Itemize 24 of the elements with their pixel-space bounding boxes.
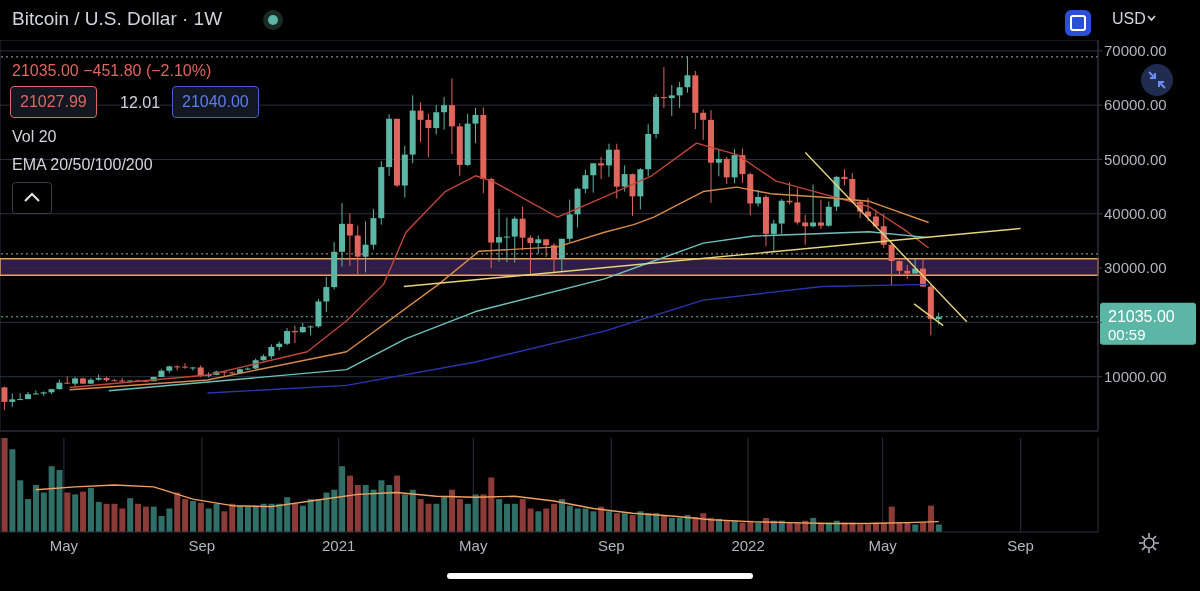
ref-line-label: 21035.00 xyxy=(1108,307,1175,325)
text: USD xyxy=(1112,10,1146,28)
annotation: 21027.99 xyxy=(10,86,97,118)
chart-title: Bitcoin / U.S. Dollar · 1W xyxy=(12,8,223,30)
y-tick-label: 10000.00 xyxy=(1104,368,1167,386)
x-tick-label: Sep xyxy=(188,536,216,554)
x-tick-label: Sep xyxy=(597,536,625,554)
x-tick-label: May xyxy=(49,536,79,554)
annotation: 21040.00 xyxy=(172,86,259,118)
x-tick-label: Sep xyxy=(1007,536,1034,554)
annotation: EMA 20/50/100/200 xyxy=(12,156,153,174)
y-tick-label: 40000.00 xyxy=(1104,205,1167,223)
x-tick-label: 2022 xyxy=(731,536,765,554)
y-tick-label: 70000.00 xyxy=(1104,42,1167,60)
x-tick-label: 2021 xyxy=(322,536,356,554)
y-tick-label: 60000.00 xyxy=(1104,96,1167,114)
annotation: 12.01 xyxy=(120,94,161,112)
y-tick-label: 50000.00 xyxy=(1104,150,1167,168)
x-tick-label: May xyxy=(459,536,488,554)
text: 00:59 xyxy=(1108,325,1146,343)
x-tick-label: May xyxy=(868,536,898,554)
y-tick-label: 30000.00 xyxy=(1104,259,1167,277)
annotation: Vol 20 xyxy=(12,128,57,146)
text: 21035.00 −451.80 (−2.10%) xyxy=(12,62,212,80)
